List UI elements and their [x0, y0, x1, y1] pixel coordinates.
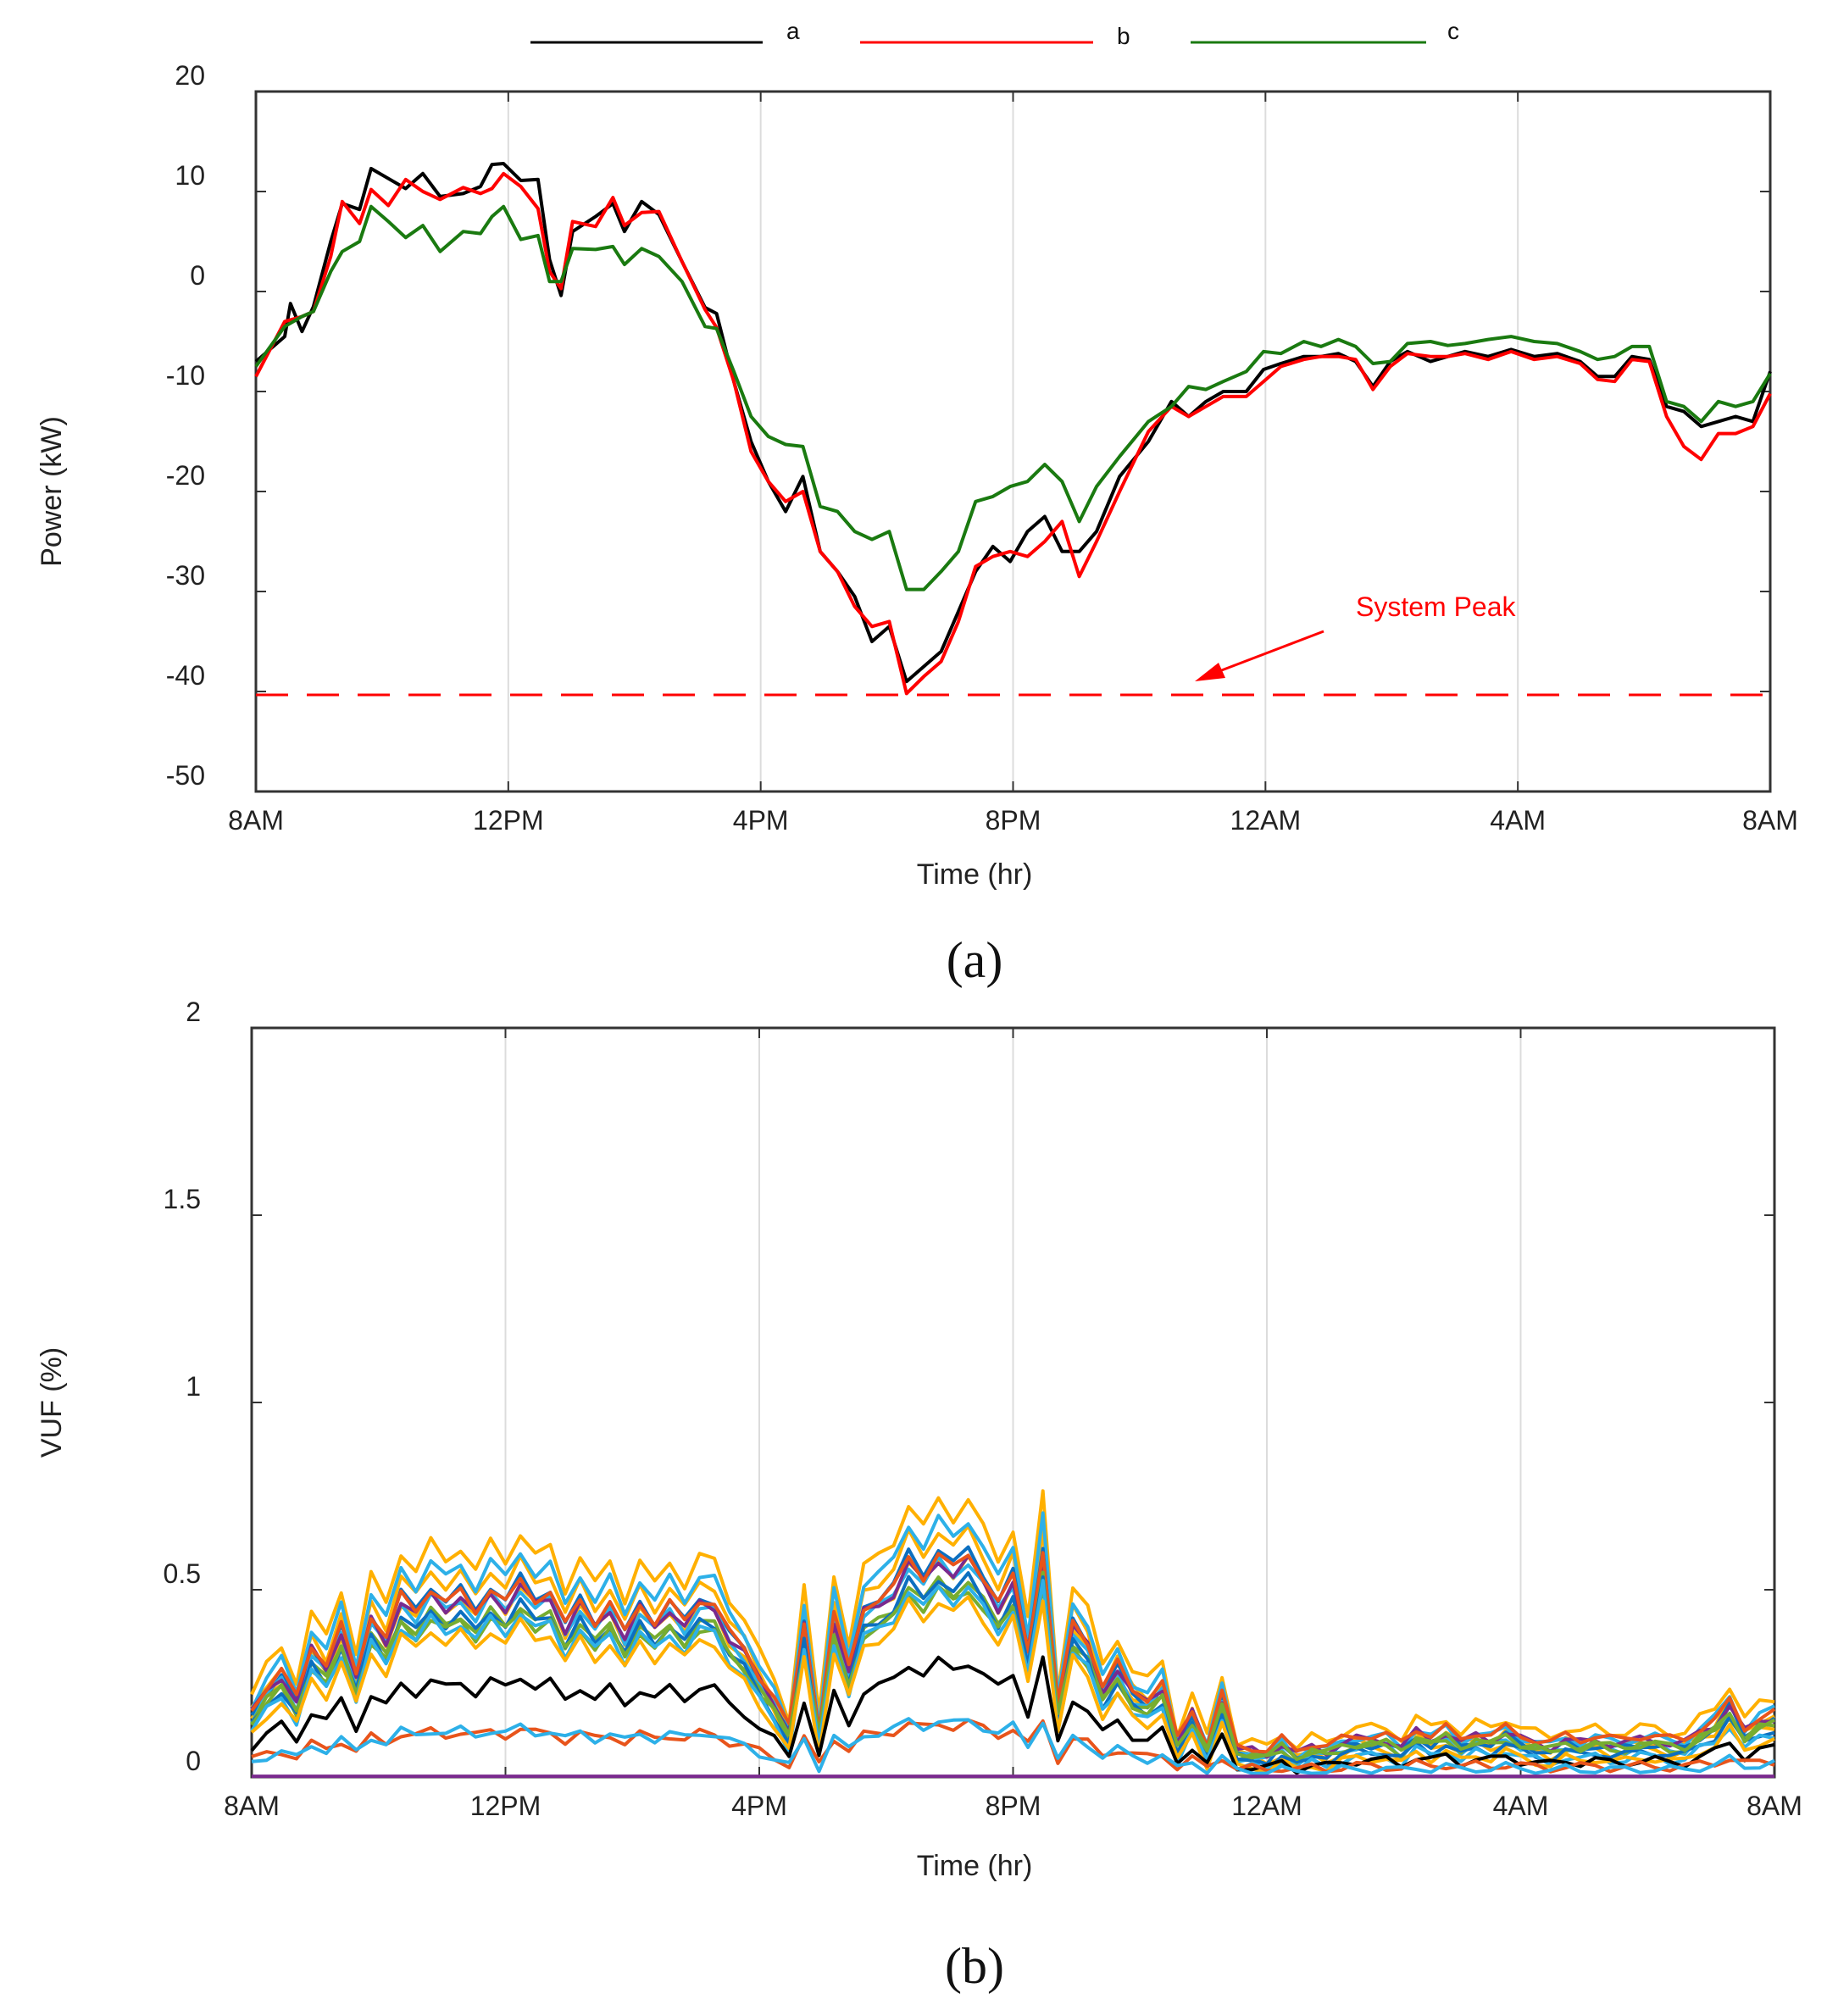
- y-tick-label: 10: [175, 160, 205, 191]
- series-line-b: [254, 171, 1772, 696]
- vuf-chart-series: [250, 1489, 1776, 1779]
- power-chart: -50 -40 -30 -20 -10 0 10 20 8AM 12PM 4PM 8PM 12AM 4A…: [36, 18, 1798, 988]
- vuf-series-line-s16: [251, 1717, 1775, 1775]
- x-tick-label: 4AM: [1490, 805, 1546, 836]
- series-line-a: [254, 162, 1772, 684]
- y-tick-label: 1: [186, 1371, 201, 1402]
- y-tick-label: -10: [166, 360, 205, 391]
- x-tick-label: 8AM: [1742, 805, 1798, 836]
- x-tick-label: 12PM: [473, 805, 544, 836]
- y-tick-label: -50: [166, 760, 205, 791]
- x-tick-label: 4AM: [1493, 1791, 1549, 1821]
- power-chart-y-ticks: -50 -40 -30 -20 -10 0 10 20: [166, 60, 1770, 792]
- power-chart-series: [254, 162, 1772, 696]
- x-tick-label: 8PM: [986, 805, 1041, 836]
- vuf-chart-x-ticks: 8AM 12PM 4PM 8PM 12AM 4AM 8AM: [224, 1028, 1802, 1821]
- vuf-chart-grid: [504, 1028, 1522, 1777]
- vuf-series-line-s8: [250, 1551, 1776, 1754]
- y-tick-label: -40: [166, 660, 205, 691]
- x-tick-label: 4PM: [731, 1791, 787, 1821]
- y-tick-label: 20: [175, 60, 205, 91]
- y-tick-label: -30: [166, 560, 205, 591]
- y-tick-label: 0: [190, 260, 205, 291]
- vuf-chart-x-axis-title: Time (hr): [917, 1850, 1033, 1882]
- series-line-c: [254, 204, 1772, 591]
- power-chart-legend: a b c: [530, 18, 1459, 49]
- power-chart-x-axis-title: Time (hr): [917, 858, 1033, 891]
- x-tick-label: 12AM: [1230, 805, 1302, 836]
- vuf-chart-y-ticks: 0 0.5 1 1.5 2: [164, 997, 1774, 1778]
- x-tick-label: 12AM: [1231, 1791, 1302, 1821]
- power-chart-y-axis-title: Power (kW): [36, 416, 68, 567]
- legend-label-c: c: [1447, 18, 1459, 44]
- power-chart-grid: [507, 92, 1519, 791]
- x-tick-label: 12PM: [470, 1791, 541, 1821]
- panel-label-b: (b): [945, 1938, 1004, 1994]
- x-tick-label: 8PM: [986, 1791, 1041, 1821]
- x-tick-label: 8AM: [1746, 1791, 1802, 1821]
- x-tick-label: 4PM: [733, 805, 789, 836]
- y-tick-label: 0.5: [164, 1558, 201, 1589]
- vuf-series-line-s1: [250, 1489, 1775, 1751]
- vuf-series-line-s14: [250, 1655, 1775, 1775]
- vuf-series-line-s11: [250, 1584, 1775, 1762]
- x-tick-label: 8AM: [228, 805, 284, 836]
- vuf-chart: 0 0.5 1 1.5 2 8AM 12PM 4PM 8PM 12AM 4AM 8AM VUF (%…: [36, 997, 1802, 1994]
- legend-label-a: a: [786, 18, 800, 44]
- x-tick-label: 8AM: [224, 1791, 280, 1821]
- system-peak-arrow: [1201, 630, 1324, 680]
- vuf-chart-y-axis-title: VUF (%): [36, 1347, 68, 1458]
- y-tick-label: 1.5: [164, 1184, 201, 1214]
- power-chart-x-ticks: 8AM 12PM 4PM 8PM 12AM 4AM 8AM: [228, 92, 1798, 836]
- system-peak-label: System Peak: [1356, 591, 1517, 622]
- legend-label-b: b: [1117, 23, 1130, 49]
- y-tick-label: -20: [166, 460, 205, 491]
- y-tick-label: 2: [186, 997, 201, 1027]
- y-tick-label: 0: [186, 1746, 201, 1776]
- panel-label-a: (a): [947, 932, 1003, 988]
- vuf-series-line-s15: [251, 1718, 1775, 1774]
- vuf-series-line-s13: [250, 1595, 1775, 1775]
- system-peak-arrowhead: [1195, 663, 1225, 681]
